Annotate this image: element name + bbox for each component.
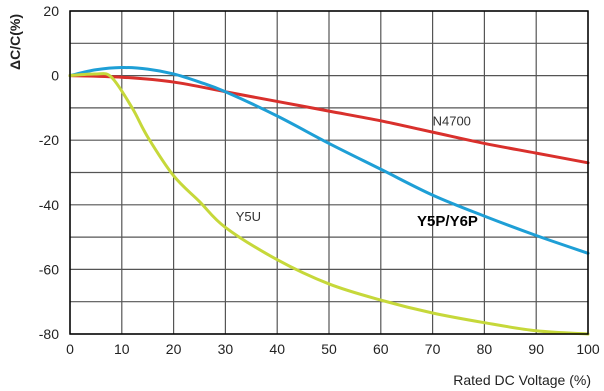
y-tick-label: -60 <box>39 261 59 277</box>
y-tick-label: 20 <box>43 3 59 19</box>
grid <box>69 10 589 335</box>
x-tick-label: 30 <box>218 341 234 357</box>
annotation-label: N4700 <box>433 114 471 129</box>
x-tick-label: 80 <box>477 341 493 357</box>
y-tick-label: -20 <box>39 132 59 148</box>
x-tick-label: 90 <box>528 341 544 357</box>
plot-frame <box>69 10 589 335</box>
y-axis-label: ΔC/C(%) <box>7 14 23 70</box>
annotation-label: Y5U <box>236 209 261 224</box>
x-tick-label: 70 <box>425 341 441 357</box>
y-tick-label: -40 <box>39 197 59 213</box>
x-tick-label: 0 <box>66 341 74 357</box>
series-line-1 <box>68 66 590 255</box>
x-tick-label: 40 <box>269 341 285 357</box>
series-group <box>68 66 590 336</box>
x-tick-label: 20 <box>166 341 182 357</box>
y-tick-label: -80 <box>39 326 59 342</box>
y-tick-label: 0 <box>51 68 59 84</box>
x-tick-label: 100 <box>576 341 600 357</box>
y-tick-labels: 20 0 -20 -40 -60 -80 <box>39 3 59 342</box>
series-line-2 <box>68 72 590 336</box>
x-tick-labels: 0 10 20 30 40 50 60 70 80 90 100 <box>66 341 600 357</box>
series-line-0 <box>68 74 590 165</box>
annotation-label: Y5P/Y6P <box>417 213 478 230</box>
x-tick-label: 60 <box>373 341 389 357</box>
x-tick-label: 10 <box>114 341 130 357</box>
annotations: N4700 Y5U Y5P/Y6P <box>236 114 478 230</box>
x-axis-label: Rated DC Voltage (%) <box>453 372 591 388</box>
x-tick-label: 50 <box>321 341 337 357</box>
